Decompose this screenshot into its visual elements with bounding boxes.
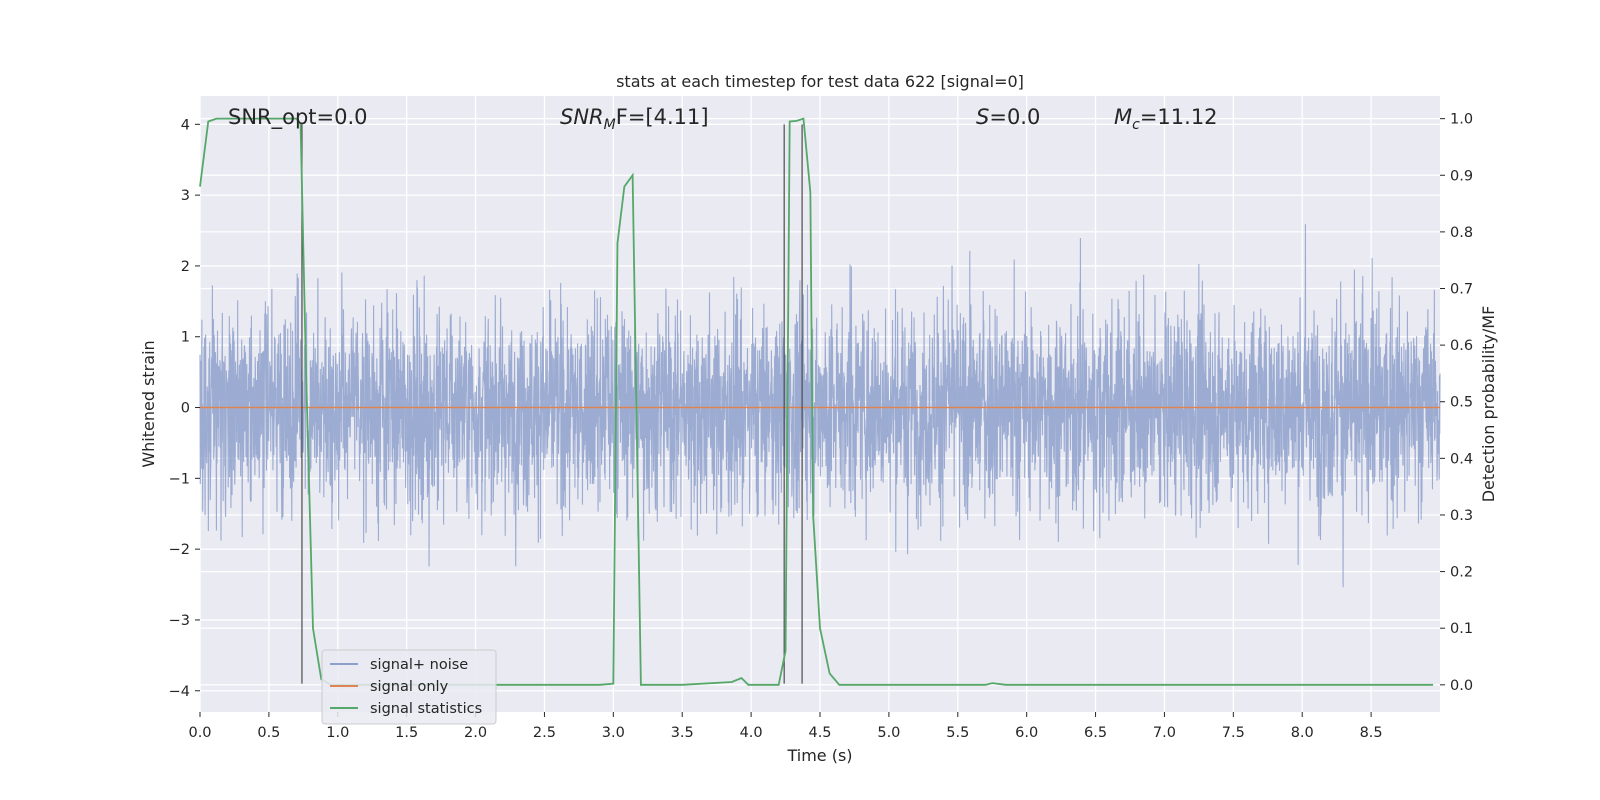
y-left-tick-label: 4 [181,117,190,133]
mc-sub: c [1132,117,1140,133]
stats-series-layer [199,117,1434,686]
y-left-tick-label: 3 [181,188,190,204]
y-left-axis-label: Whitened strain [139,340,158,467]
s-rest: =0.0 [989,105,1040,129]
legend-label-signal: signal only [370,679,449,695]
y-right-tick-label: 0.5 [1450,395,1473,411]
x-tick-label: 4.0 [740,725,763,741]
mc-rest: =11.12 [1140,105,1218,129]
y-right-tick-label: 0.7 [1450,282,1473,298]
x-tick-label: 8.0 [1291,725,1314,741]
legend-box [321,649,497,725]
annotation-snr-opt: SNR_opt=0.0 [228,105,368,130]
y-left-ticks: −4 −3 −2 −1 0 1 2 3 4 [169,117,200,700]
legend: signal+ noise signal only signal statist… [321,649,497,725]
mc-base: M [1114,105,1132,129]
x-tick-label: 4.5 [808,725,831,741]
y-left-tick-label: −1 [169,471,190,487]
y-left-tick-label: −3 [169,613,190,629]
x-tick-label: 5.0 [877,725,900,741]
y-left-tick-label: −2 [169,542,190,558]
x-tick-label: 1.5 [395,725,418,741]
y-left-tick-label: 0 [181,401,190,417]
annotation-snr-mf: SNRMF=[4.11] [560,105,709,133]
x-ticks: 0.0 0.5 1.0 1.5 2.0 2.5 3.0 3.5 4.0 4.5 5.0 5.5 6.0 6… [188,712,1383,741]
x-tick-label: 8.5 [1360,725,1383,741]
noise-series-layer [199,224,1441,588]
y-left-tick-label: 1 [181,330,190,346]
y-right-tick-label: 0.0 [1450,678,1473,694]
x-tick-label: 2.5 [533,725,556,741]
y-right-tick-label: 0.1 [1450,621,1473,637]
x-tick-label: 6.5 [1084,725,1107,741]
y-right-tick-label: 0.8 [1450,225,1473,241]
legend-label-stats: signal statistics [370,701,482,717]
annotation-mc: Mc=11.12 [1114,105,1218,133]
y-right-tick-label: 0.2 [1450,565,1473,581]
legend-label-noise: signal+ noise [370,657,468,673]
y-right-tick-label: 0.6 [1450,338,1473,354]
y-left-tick-label: −4 [169,684,190,700]
snr-mf-rest: F=[4.11] [616,105,709,129]
y-right-axis-label: Detection probability/MF [1479,306,1498,503]
y-right-tick-label: 0.3 [1450,508,1473,524]
annotation-s: S=0.0 [976,105,1040,129]
y-left-tick-label: 2 [181,259,190,275]
y-right-tick-label: 1.0 [1450,112,1473,128]
x-tick-label: 6.0 [1015,725,1038,741]
y-right-ticks: 0.0 0.1 0.2 0.3 0.4 0.5 0.6 0.7 0.8 0.9 1.0 [1440,112,1473,694]
x-tick-label: 7.0 [1153,725,1176,741]
y-right-tick-label: 0.4 [1450,451,1473,467]
snr-mf-sub: M [604,117,616,133]
x-tick-label: 2.0 [464,725,487,741]
snr-mf-base: SNR [560,105,604,129]
series-signal-plus-noise [199,224,1441,588]
x-tick-label: 3.5 [671,725,694,741]
series-signal-statistics [199,117,1434,686]
x-tick-label: 3.0 [602,725,625,741]
chart-title: stats at each timestep for test data 622… [616,72,1024,91]
y-right-tick-label: 0.9 [1450,168,1473,184]
x-tick-label: 1.0 [326,725,349,741]
x-tick-label: 0.0 [188,725,211,741]
x-tick-label: 7.5 [1222,725,1245,741]
x-tick-label: 0.5 [257,725,280,741]
x-tick-label: 5.5 [946,725,969,741]
s-italic: S [976,105,989,129]
x-axis-label: Time (s) [786,746,852,765]
